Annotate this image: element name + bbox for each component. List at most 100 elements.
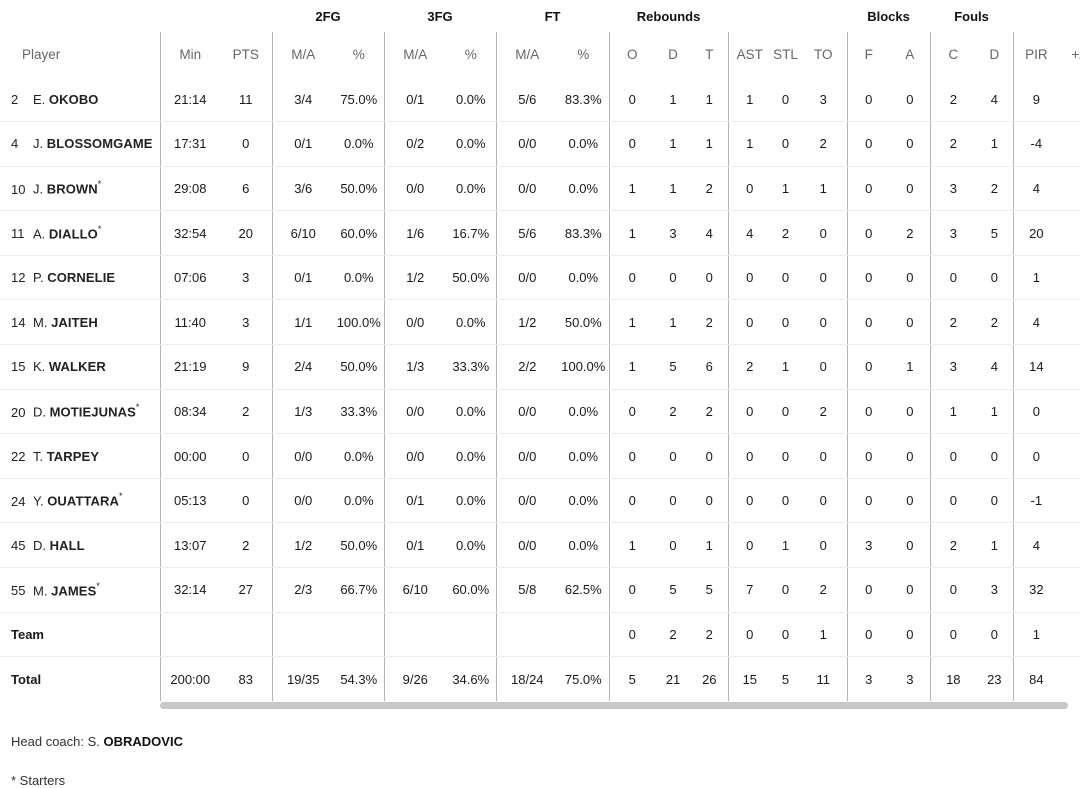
player-name-cell[interactable]: 22 T. TARPEY (0, 433, 160, 479)
player-surname: CORNELIE (47, 270, 116, 286)
player-row: 20 D. MOTIEJUNAS* 08:34 2 1/3 33.3% 0/0 0.0% 0/0… (0, 389, 1080, 435)
stat-pir: 1 (1012, 255, 1060, 301)
stat-plusminus (1059, 77, 1080, 123)
stat-ast: 0 (727, 389, 772, 435)
player-name-cell[interactable]: 2 E. OKOBO (0, 77, 160, 123)
stat-ft-pct: 0.0% (558, 389, 610, 435)
stat-to: 0 (800, 433, 848, 479)
stat-ast: 15 (727, 656, 772, 702)
player-name-cell[interactable]: 55 M. JAMES* (0, 567, 160, 613)
stat-foul-c: 2 (929, 77, 977, 123)
player-row: 14 M. JAITEH 11:40 3 1/1 100.0% 0/0 0.0% 1/2 50.0… (0, 299, 1080, 346)
stat-foul-c: 3 (929, 166, 977, 212)
stat-to: 0 (800, 522, 848, 569)
stat-min: 200:00 (159, 656, 220, 702)
stat-pts: 11 (220, 77, 272, 123)
player-surname: MOTIEJUNAS (49, 404, 136, 420)
player-number: 15 (11, 359, 26, 375)
col-header-plusminus: +/- (1071, 47, 1080, 62)
stat-fg3-ma: 9/26 (383, 656, 447, 702)
stat-reb-d: 21 (665, 671, 681, 687)
player-number: 10 (11, 181, 26, 197)
stat-reb-t: 0 (691, 478, 729, 524)
stat-reb-o: 0 (608, 389, 656, 435)
player-name-cell[interactable]: 4 J. BLOSSOMGAME (0, 121, 160, 167)
player-initial: T. (33, 448, 47, 464)
stat-fg3-ma: 0/0 (383, 299, 447, 346)
stat-reb-o: 0 (608, 121, 656, 167)
team-row-label: Team (0, 612, 160, 658)
stat-blk-f: 0 (846, 344, 891, 390)
stat-plusminus (1059, 210, 1080, 256)
stat-stl: 1 (771, 344, 801, 390)
stat-fg2-ma: 1/1 (271, 299, 334, 346)
stat-to: 0 (800, 210, 848, 256)
col-header-ast: AST (727, 32, 772, 77)
stat-blk-a: 0 (890, 255, 931, 301)
starter-mark: * (97, 223, 102, 234)
horizontal-scrollbar[interactable] (160, 702, 1068, 709)
stat-foul-d: 3 (976, 567, 1014, 613)
stat-blk-a: 2 (890, 210, 931, 256)
player-number: 12 (11, 270, 26, 286)
team-row: Team 0 2 2 0 0 1 0 0 0 0 1 (0, 612, 1080, 658)
stat-pts: 0 (220, 121, 272, 167)
col-header-reb-d: D (668, 47, 678, 62)
stat-fg3-ma: 1/6 (383, 210, 447, 256)
stat-foul-d: 1 (976, 121, 1014, 167)
stat-fg3-ma: 0/0 (383, 166, 447, 212)
player-name-cell[interactable]: 12 P. CORNELIE (0, 255, 160, 301)
stat-stl: 0 (771, 255, 801, 301)
player-surname: HALL (49, 537, 85, 553)
stat-fg2-pct: 66.7% (334, 567, 385, 613)
player-number: 45 (11, 537, 26, 553)
stat-blk-f: 0 (846, 433, 891, 479)
player-row: 24 Y. OUATTARA* 05:13 0 0/0 0.0% 0/1 0.0% 0/0 0.0… (0, 478, 1080, 524)
player-name-cell[interactable]: 14 M. JAITEH (0, 299, 160, 346)
stat-blk-f: 3 (846, 522, 891, 569)
player-name-cell[interactable]: 24 Y. OUATTARA* (0, 478, 160, 524)
stat-blk-a: 0 (890, 299, 931, 346)
stat-reb-d: 0 (655, 433, 692, 479)
stat-reb-d: 0 (655, 522, 692, 569)
stat-fg2-pct: 60.0% (334, 210, 385, 256)
stat-min: 32:54 (159, 210, 220, 256)
stat-fg2-ma: 1/2 (271, 522, 334, 569)
stat-reb-d: 0 (655, 255, 692, 301)
stat-pts: 9 (220, 344, 272, 390)
stat-pir: 4 (1012, 166, 1060, 212)
stat-stl: 0 (771, 433, 801, 479)
stat-reb-t: 2 (691, 389, 729, 435)
player-initial: P. (33, 270, 48, 286)
player-number: 11 (11, 226, 25, 242)
stat-blk-a: 0 (890, 522, 931, 569)
stat-pir: 0 (1012, 433, 1060, 479)
stat-fg3-ma: 0/1 (383, 522, 447, 569)
stat-blk-f: 3 (846, 656, 891, 702)
player-name-cell[interactable]: 45 D. HALL (0, 522, 160, 569)
stat-stl: 5 (781, 671, 790, 687)
stat-foul-c: 18 (929, 656, 977, 702)
stat-pir: 1 (1012, 612, 1060, 658)
stat-ft-ma: 0/0 (495, 166, 559, 212)
stat-reb-d: 3 (655, 210, 692, 256)
stat-reb-o: 0 (608, 612, 656, 658)
stat-reb-d: 0 (655, 478, 692, 524)
player-number: 2 (11, 91, 19, 107)
stat-fg3-pct: 60.0% (446, 567, 497, 613)
stat-pts: 2 (220, 522, 272, 569)
boxscore-table: 2FG 3FG FT Rebounds Blocks Fouls Player M… (0, 9, 1080, 702)
player-name-cell[interactable]: 10 J. BROWN* (0, 166, 160, 212)
stat-to: 0 (800, 255, 848, 301)
stat-ft-pct: 0.0% (558, 166, 610, 212)
stat-reb-o: 1 (608, 522, 656, 569)
player-initial: D. (33, 404, 50, 420)
player-name-cell[interactable]: 11 A. DIALLO* (0, 210, 160, 256)
stat-foul-c: 0 (929, 433, 977, 479)
stat-ft-ma: 0/0 (495, 522, 559, 569)
stat-ft-pct: 83.3% (558, 77, 610, 123)
player-name-cell[interactable]: 15 K. WALKER (0, 344, 160, 390)
player-name-cell[interactable]: 20 D. MOTIEJUNAS* (0, 389, 160, 435)
player-row: 2 E. OKOBO 21:14 11 3/4 75.0% 0/1 0.0% 5/6 83.3% 0… (0, 77, 1080, 123)
stat-pts (220, 612, 272, 658)
